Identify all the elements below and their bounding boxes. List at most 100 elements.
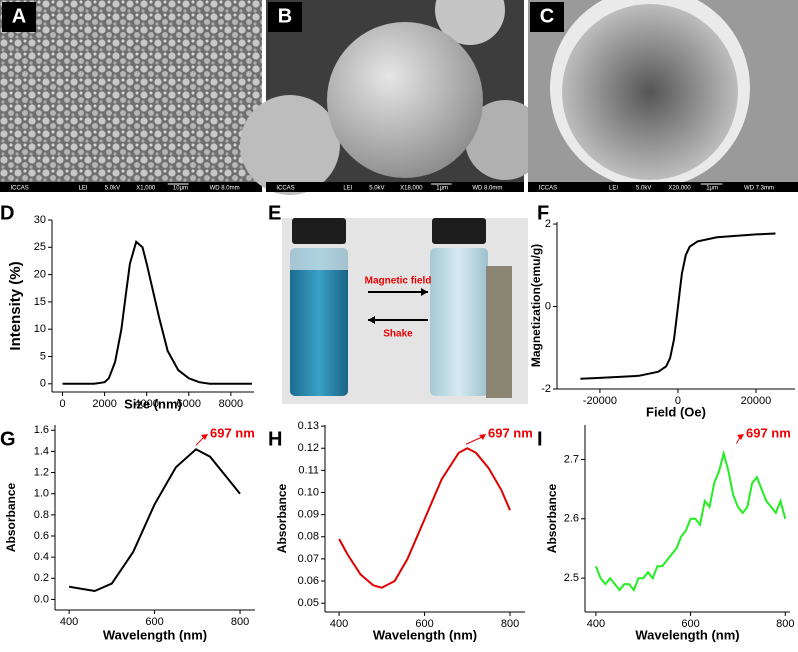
sem-c bbox=[528, 0, 798, 192]
y-axis-title: Absorbance bbox=[275, 484, 289, 554]
x-tick-label: 6000 bbox=[177, 398, 201, 410]
data-line bbox=[594, 449, 787, 592]
x-tick-label: 600 bbox=[145, 616, 163, 628]
y-axis-title: Absorbance bbox=[4, 483, 18, 553]
y-tick-label: 1.0 bbox=[34, 488, 49, 500]
y-tick-label: 30 bbox=[34, 214, 46, 226]
x-tick-label: 800 bbox=[776, 618, 794, 630]
y-tick-label: 15 bbox=[34, 296, 46, 308]
y-tick-label: 0.06 bbox=[298, 575, 319, 587]
panel-label: A bbox=[12, 5, 26, 27]
annotation: 697 nm bbox=[210, 425, 255, 440]
y-tick-label: 0.10 bbox=[298, 486, 319, 498]
y-tick-label: 0.08 bbox=[298, 531, 319, 543]
x-tick-label: 800 bbox=[501, 618, 519, 630]
y-tick-label: 0.8 bbox=[34, 509, 49, 521]
x-tick-label: 20000 bbox=[741, 395, 772, 407]
panel-label: E bbox=[268, 202, 281, 224]
y-tick-label: 0.09 bbox=[298, 509, 319, 521]
scale-info: X1,000 bbox=[136, 186, 156, 192]
y-tick-label: 25 bbox=[34, 241, 46, 253]
x-tick-label: 0 bbox=[675, 395, 681, 407]
y-tick-label: 1.2 bbox=[34, 466, 49, 478]
x-axis-title: Wavelength (nm) bbox=[373, 627, 477, 642]
scale-info: 5.0kV bbox=[369, 186, 384, 192]
x-tick-label: 400 bbox=[60, 616, 78, 628]
scale-info: ICCAS bbox=[276, 186, 294, 192]
scale-info: ICCAS bbox=[539, 186, 557, 192]
x-axis-title: Field (Oe) bbox=[646, 404, 706, 419]
y-tick-label: 2 bbox=[545, 218, 551, 230]
sem-a bbox=[0, 0, 262, 192]
y-tick-label: 10 bbox=[34, 323, 46, 335]
annotation: 697 nm bbox=[746, 425, 791, 440]
x-tick-label: 4000 bbox=[134, 398, 158, 410]
arrow-label: Magnetic field bbox=[365, 276, 432, 287]
scale-info: 5.0kV bbox=[636, 186, 651, 192]
y-axis-title: Absorbance bbox=[545, 484, 559, 554]
scale-info: WD 7.3mm bbox=[744, 186, 774, 192]
panel-label: H bbox=[268, 428, 282, 450]
y-tick-label: 0 bbox=[545, 300, 551, 312]
y-tick-label: 0.4 bbox=[34, 551, 49, 563]
panel-label: I bbox=[537, 428, 543, 450]
y-tick-label: 0.0 bbox=[34, 593, 49, 605]
panel-label: G bbox=[0, 428, 16, 450]
y-tick-label: 0 bbox=[40, 378, 46, 390]
x-tick-label: 600 bbox=[681, 618, 699, 630]
annotation-arrow bbox=[465, 436, 483, 445]
y-tick-label: 0.05 bbox=[298, 597, 319, 609]
y-tick-label: -2 bbox=[541, 383, 551, 395]
x-axis-title: Wavelength (nm) bbox=[103, 627, 207, 642]
scale-info: X18,000 bbox=[400, 186, 423, 192]
x-tick-label: 2000 bbox=[92, 398, 116, 410]
scale-info: X20,000 bbox=[668, 186, 691, 192]
scale-info: 5.0kV bbox=[105, 186, 120, 192]
x-axis-title: Wavelength (nm) bbox=[635, 627, 739, 642]
vials-photo bbox=[282, 218, 528, 404]
y-tick-label: 2.6 bbox=[564, 513, 579, 525]
x-tick-label: 400 bbox=[330, 618, 348, 630]
y-tick-label: 5 bbox=[40, 350, 46, 362]
arrow-head bbox=[737, 434, 744, 440]
annotation-arrow bbox=[195, 436, 205, 446]
y-tick-label: 0.2 bbox=[34, 572, 49, 584]
scale-info: WD 8.0mm bbox=[472, 186, 502, 192]
data-line bbox=[580, 232, 776, 380]
arrow-head bbox=[479, 434, 486, 440]
scale-info: ICCAS bbox=[10, 186, 28, 192]
y-tick-label: 0.07 bbox=[298, 553, 319, 565]
panel-label: C bbox=[540, 5, 554, 27]
y-axis-title: Intensity (%) bbox=[7, 261, 24, 350]
data-line bbox=[68, 448, 241, 593]
x-tick-label: 400 bbox=[587, 618, 605, 630]
y-tick-label: 1.4 bbox=[34, 445, 49, 457]
arrow-head bbox=[201, 434, 208, 440]
scale-info: LEI bbox=[609, 186, 618, 192]
panel-label: B bbox=[278, 5, 292, 27]
scale-info: 1μm bbox=[706, 186, 718, 192]
x-tick-label: -20000 bbox=[583, 395, 617, 407]
scale-info: WD 8.0mm bbox=[210, 186, 240, 192]
sem-b bbox=[240, 0, 545, 195]
x-axis-title: Size (nm) bbox=[124, 396, 182, 411]
panel-label: D bbox=[0, 202, 14, 224]
y-tick-label: 0.11 bbox=[298, 464, 319, 476]
scale-info: LEI bbox=[343, 186, 352, 192]
data-line bbox=[62, 240, 252, 385]
annotation-arrow bbox=[736, 436, 741, 444]
y-tick-label: 0.13 bbox=[298, 420, 319, 432]
annotation: 697 nm bbox=[488, 425, 533, 440]
arrow-label: Shake bbox=[383, 329, 413, 340]
x-tick-label: 8000 bbox=[219, 398, 243, 410]
y-tick-label: 1.6 bbox=[34, 424, 49, 436]
y-tick-label: 0.6 bbox=[34, 530, 49, 542]
x-tick-label: 600 bbox=[415, 618, 433, 630]
y-axis-title: Magnetization(emu/g) bbox=[529, 244, 543, 367]
panel-label: F bbox=[537, 202, 549, 224]
y-tick-label: 2.5 bbox=[564, 572, 579, 584]
x-tick-label: 800 bbox=[231, 616, 249, 628]
scale-info: 1μm bbox=[436, 186, 448, 192]
y-tick-label: 2.7 bbox=[564, 453, 579, 465]
